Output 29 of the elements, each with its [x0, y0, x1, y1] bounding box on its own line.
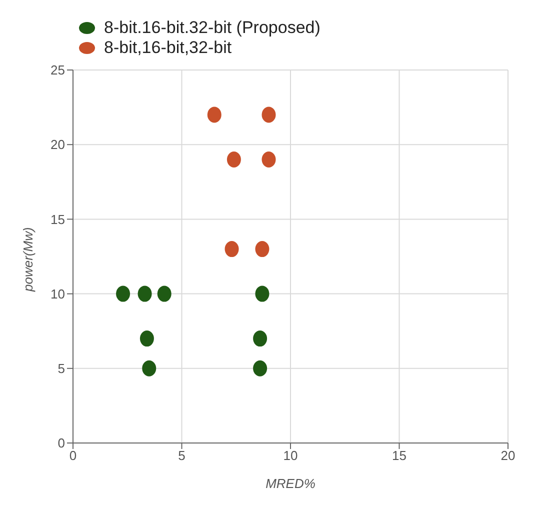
y-tick-label: 5 — [58, 361, 65, 376]
x-tick-label: 20 — [500, 448, 516, 464]
point — [255, 241, 270, 258]
point — [262, 106, 276, 123]
point — [138, 286, 152, 302]
x-tick-label: 15 — [392, 448, 406, 464]
point — [116, 286, 130, 302]
x-tick-label: 10 — [283, 448, 298, 464]
x-tick-label: 0 — [69, 448, 77, 464]
point — [142, 360, 156, 376]
point — [226, 152, 241, 168]
point — [253, 330, 268, 347]
point — [140, 330, 154, 347]
point — [157, 286, 172, 302]
y-tick-label: 0 — [58, 436, 65, 451]
x-axis-title: MRED% — [266, 476, 316, 491]
point — [224, 241, 239, 258]
y-axis-title: power(Mw) — [20, 227, 36, 292]
legend-label: 8-bit.16-bit.32-bit (Proposed) — [104, 18, 320, 38]
x-tick-label: 5 — [178, 448, 186, 464]
y-tick-label: 25 — [50, 62, 65, 78]
y-tick-label: 15 — [50, 212, 65, 227]
y-tick-label: 10 — [50, 286, 65, 302]
point — [262, 152, 276, 168]
legend-label: 8-bit,16-bit,32-bit — [104, 38, 232, 58]
point — [253, 360, 268, 376]
y-tick-label: 20 — [50, 137, 65, 152]
point — [255, 286, 270, 302]
point — [207, 106, 222, 123]
